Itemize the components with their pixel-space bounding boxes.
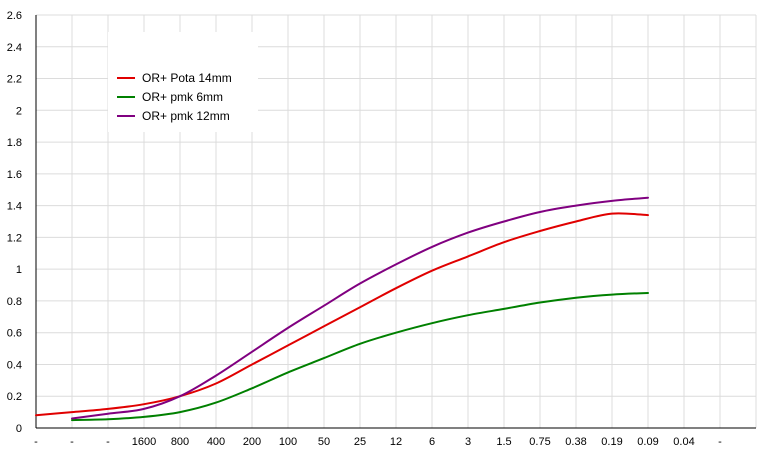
- x-tick-label: -: [70, 436, 74, 448]
- x-tick-label: 0.09: [637, 436, 658, 448]
- x-tick-label: 0.38: [565, 436, 586, 448]
- x-tick-label: 400: [207, 436, 225, 448]
- x-tick-label: 3: [465, 436, 471, 448]
- y-tick-label: 0.2: [7, 391, 22, 403]
- legend: OR+ Pota 14mm OR+ pmk 6mm OR+ pmk 12mm: [108, 32, 258, 132]
- y-tick-label: 1.2: [7, 232, 22, 244]
- x-tick-label: 200: [243, 436, 261, 448]
- y-tick-label: 0.6: [7, 328, 22, 340]
- legend-label-or-pmk-6mm: OR+ pmk 6mm: [142, 90, 223, 104]
- legend-label-or-pota-14mm: OR+ Pota 14mm: [142, 71, 232, 85]
- y-tick-label: 0.8: [7, 296, 22, 308]
- y-tick-label: 1: [16, 264, 22, 276]
- x-tick-label: 6: [429, 436, 435, 448]
- y-tick-label: 2.2: [7, 74, 22, 86]
- x-tick-label: 1.5: [496, 436, 511, 448]
- x-tick-label: 0.75: [529, 436, 550, 448]
- y-tick-label: 0.4: [7, 359, 22, 371]
- x-tick-label: 100: [279, 436, 297, 448]
- x-tick-label: 0.04: [673, 436, 694, 448]
- series-line-or-pota-14mm: [35, 212, 649, 417]
- y-tick-label: 1.4: [7, 201, 22, 213]
- y-tick-label: 1.8: [7, 137, 22, 149]
- x-tick-label: 12: [390, 436, 402, 448]
- axes: 0 0.2 0.4 0.6 0.8 1 1.2 1.4 1.6 1.8 2 2.2 2.4 2.6 - - - 1…: [7, 10, 756, 448]
- y-tick-label: 0: [16, 423, 22, 435]
- x-tick-label: 800: [171, 436, 189, 448]
- x-tick-label: 0.19: [601, 436, 622, 448]
- series-line-or-pmk-6mm: [71, 292, 649, 422]
- x-tick-label: 1600: [132, 436, 156, 448]
- y-tick-label: 2: [16, 105, 22, 117]
- legend-label-or-pmk-12mm: OR+ pmk 12mm: [142, 109, 230, 123]
- x-tick-label: -: [718, 436, 722, 448]
- x-tick-label: 50: [318, 436, 330, 448]
- y-tick-label: 2.4: [7, 42, 22, 54]
- x-tick-label: -: [106, 436, 110, 448]
- x-tick-label: 25: [354, 436, 366, 448]
- y-tick-label: 2.6: [7, 10, 22, 22]
- x-tick-label: -: [34, 436, 38, 448]
- series-lines: [35, 196, 649, 422]
- y-tick-label: 1.6: [7, 169, 22, 181]
- series-line-or-pmk-12mm: [71, 196, 649, 420]
